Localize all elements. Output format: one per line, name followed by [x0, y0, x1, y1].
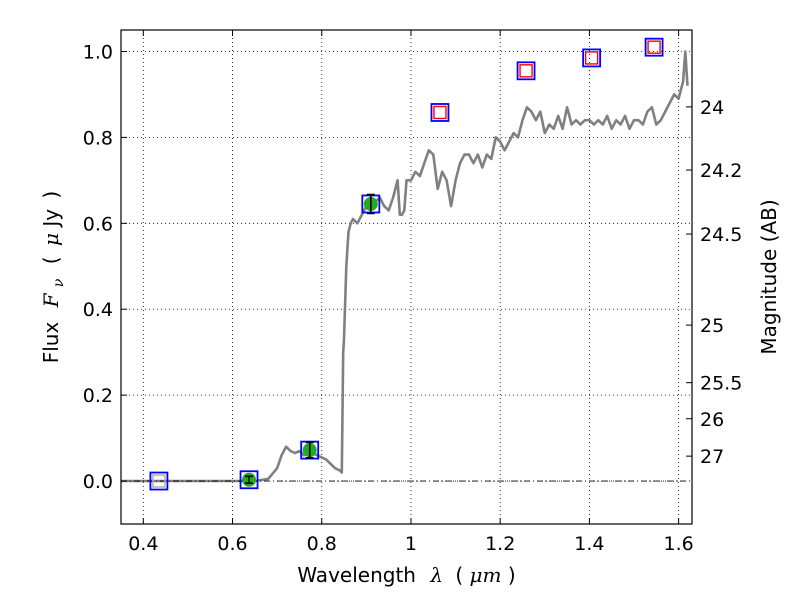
x-axis-title: Wavelength λ ( μm ) [297, 563, 515, 587]
y-axis-title-word: Flux [39, 322, 63, 364]
y2-tick-label: 25 [700, 315, 724, 337]
x-tick-label: 1 [405, 533, 417, 555]
y-axis-ticks: 0.0 0.2 0.4 0.6 0.8 1.0 [83, 41, 127, 493]
model-flux-box [519, 64, 533, 78]
y2-tick-label: 25.5 [700, 373, 742, 395]
measured-flux-point [239, 470, 259, 490]
y-tick-label: 0.4 [83, 299, 113, 321]
y2-tick-label: 24.2 [700, 160, 742, 182]
y-tick-label: 0.0 [83, 471, 113, 493]
model-flux-point [582, 48, 602, 68]
y2-tick-label: 24 [700, 97, 724, 119]
y-tick-label: 0.2 [83, 385, 113, 407]
measured-flux-point [149, 471, 169, 491]
x-axis-ticks: 0.4 0.6 0.8 1 1.2 1.4 1.6 [128, 30, 694, 555]
model-spectrum-line [121, 50, 689, 483]
model-flux-point [644, 37, 664, 57]
y2-axis-title: Magnitude (AB) [757, 199, 781, 354]
x-tick-label: 0.4 [128, 533, 158, 555]
model-flux-box [584, 51, 599, 65]
y-tick-label: 0.6 [83, 213, 113, 235]
y-tick-label: 1.0 [83, 41, 113, 63]
x-tick-label: 1.4 [574, 533, 604, 555]
y-tick-label: 0.8 [83, 127, 113, 149]
y-axis-title-symbol: F [39, 292, 63, 308]
y2-tick-label: 27 [700, 446, 724, 468]
model-flux-point [516, 61, 536, 81]
band-box [644, 37, 664, 57]
x-tick-label: 0.8 [307, 533, 337, 555]
x-tick-label: 1.2 [485, 533, 515, 555]
x-axis-title-unit: μm [470, 563, 502, 587]
band-box [582, 48, 602, 68]
x-axis-title-paren-close: ) [508, 563, 516, 587]
x-axis-title-symbol: λ [429, 563, 443, 587]
y-axis-title-unit-mu: μ [39, 233, 63, 246]
measured-flux-point [361, 193, 381, 215]
measured-flux-point [300, 440, 320, 460]
y-axis-title-subscript: ν [51, 278, 67, 287]
x-tick-label: 1.6 [664, 533, 694, 555]
inner-box [152, 474, 166, 488]
photometry-points-layer [149, 37, 664, 491]
model-flux-point [430, 103, 450, 122]
model-flux-box [647, 40, 661, 54]
y-axis-title: Flux F ν ( μ Jy ) [39, 191, 68, 364]
band-box [149, 471, 169, 491]
y-axis-title-paren-open: ( [39, 256, 63, 264]
x-tick-label: 0.6 [217, 533, 247, 555]
y-axis-title-unit: Jy [39, 209, 63, 229]
band-box [516, 61, 536, 81]
grid-lines [121, 30, 692, 524]
band-box [239, 470, 259, 490]
x-axis-title-paren-open: ( [455, 563, 463, 587]
y2-tick-label: 24.5 [700, 224, 742, 246]
band-box [430, 103, 450, 122]
y2-axis-ticks: 24 24.2 24.5 25 25.5 26 27 [686, 97, 742, 468]
y-axis-title-paren-close: ) [39, 191, 63, 199]
y2-tick-label: 26 [700, 409, 724, 431]
model-spectrum-layer [121, 50, 689, 483]
model-flux-box [433, 105, 447, 120]
x-axis-title-word: Wavelength [297, 563, 416, 587]
plot-frame [120, 29, 693, 525]
